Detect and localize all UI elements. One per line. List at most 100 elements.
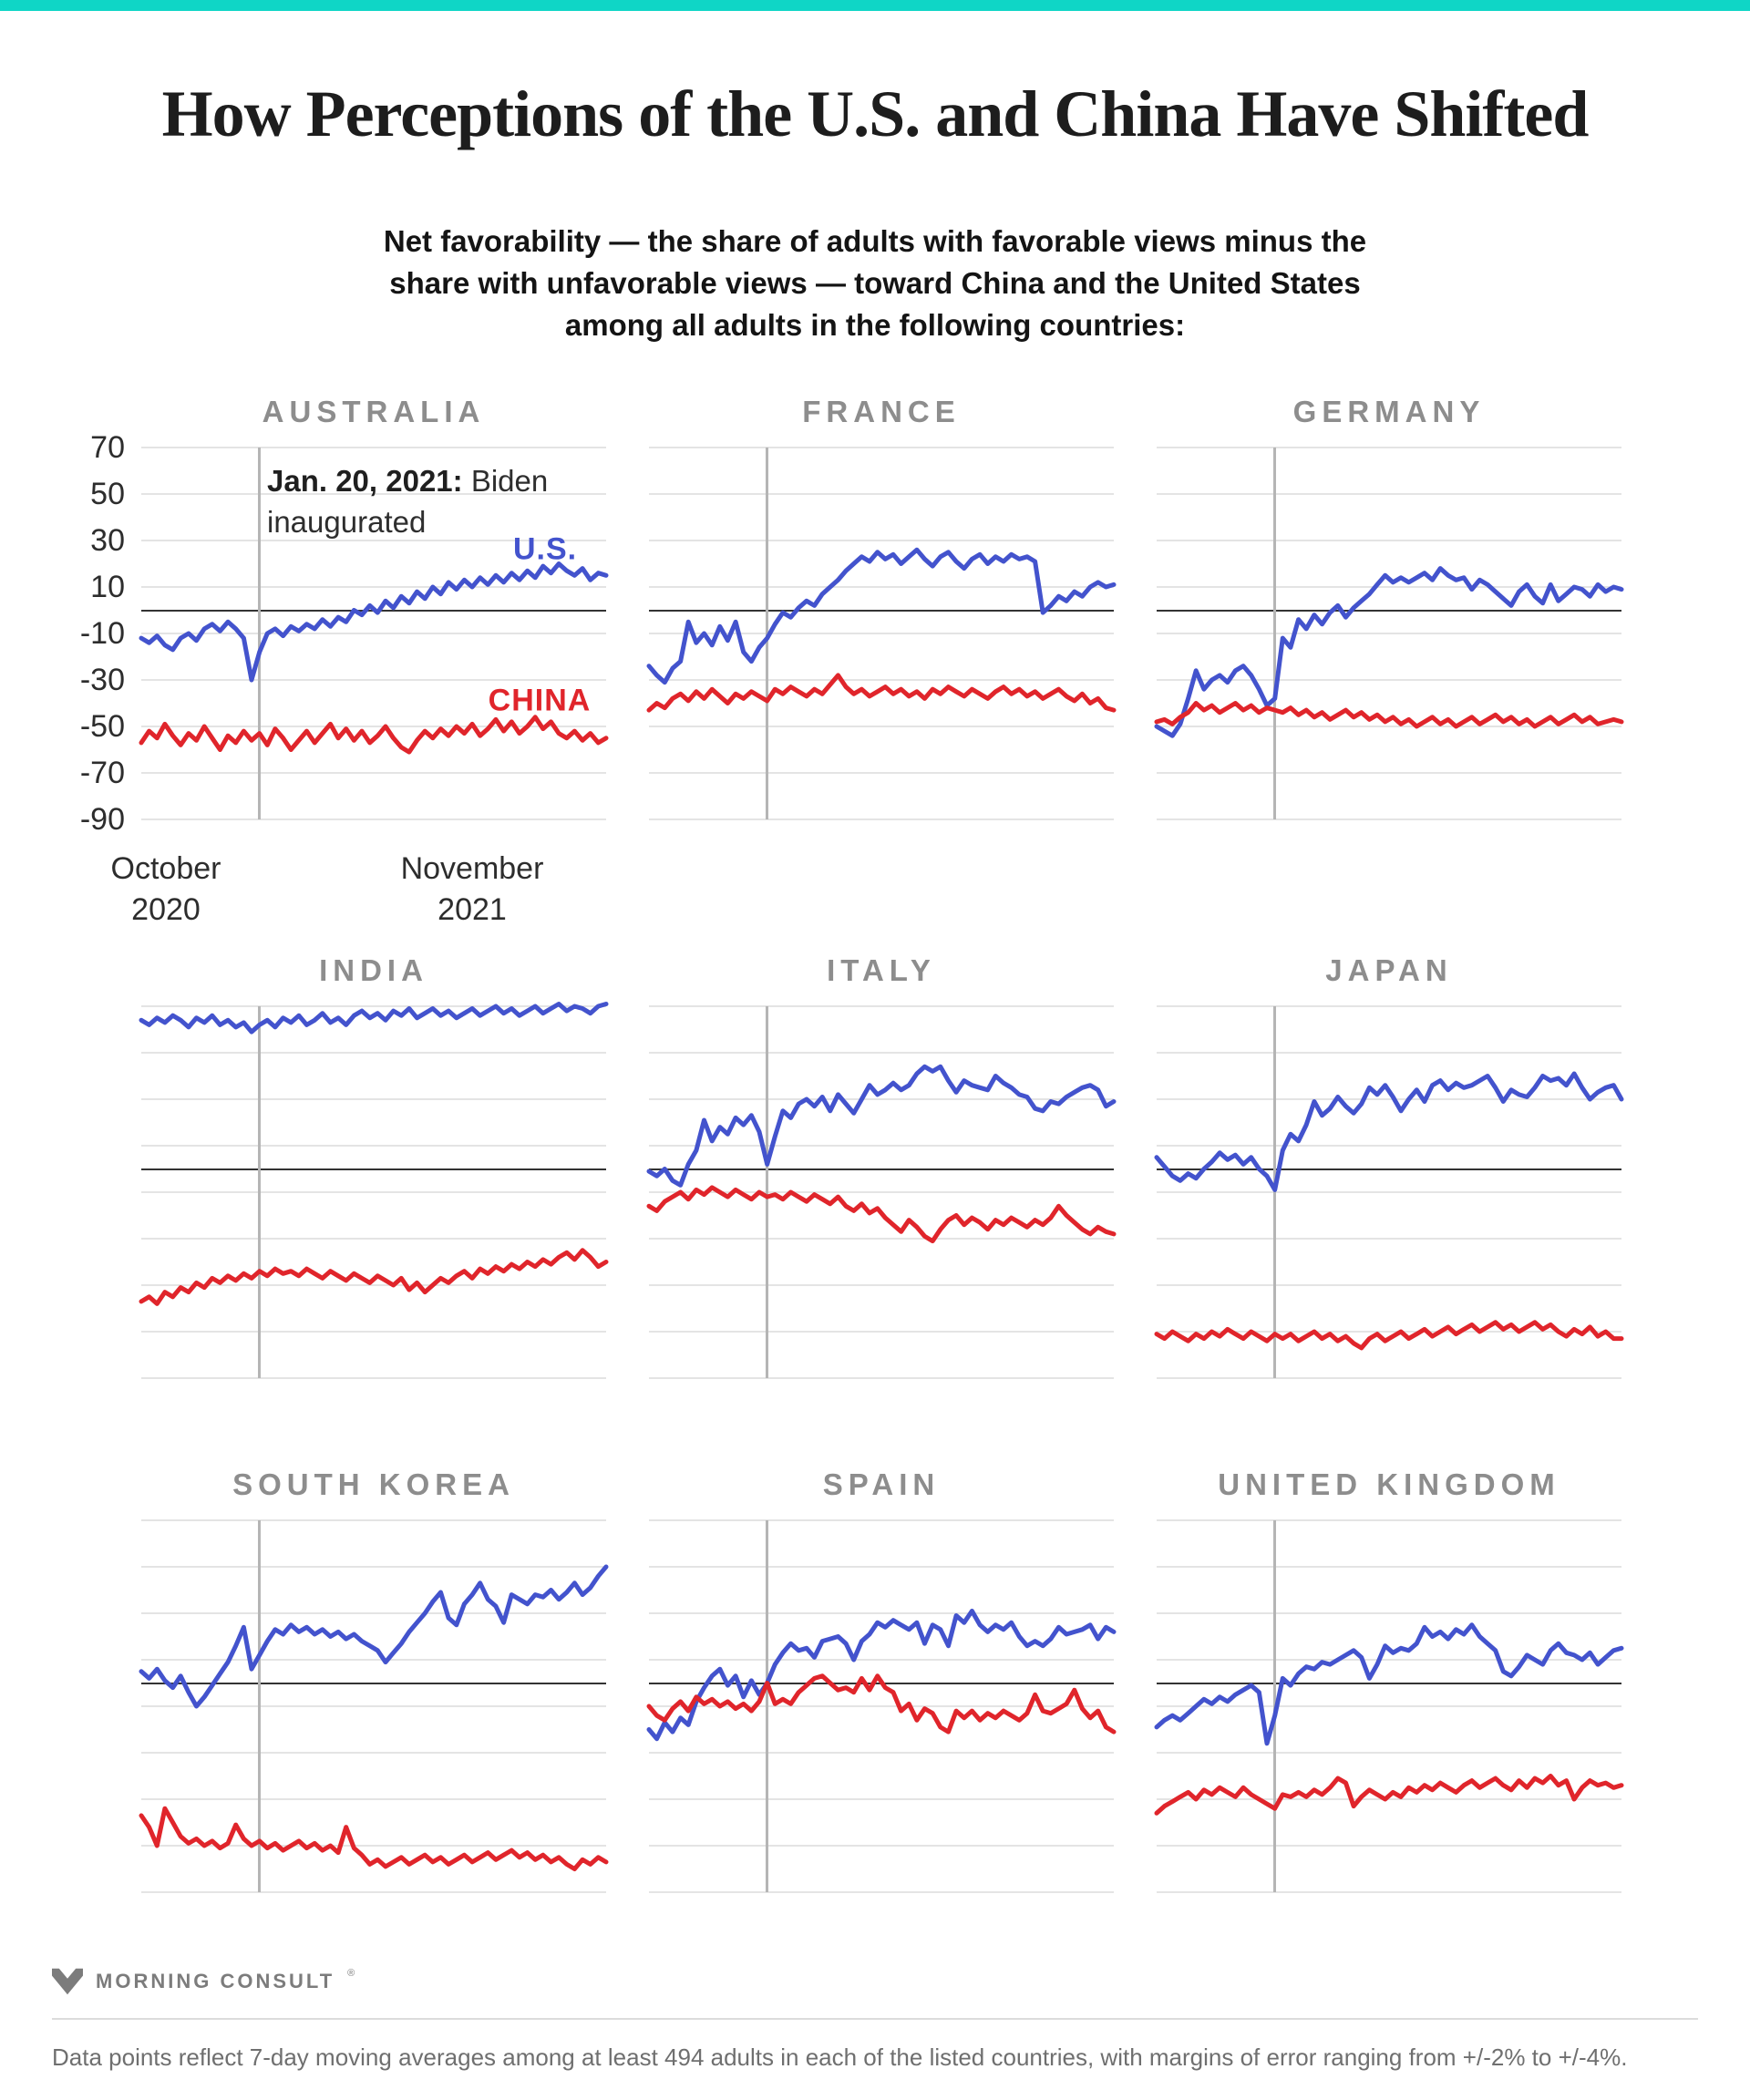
annotation-date: Jan. 20, 2021: — [267, 464, 463, 498]
gridline — [141, 1798, 606, 1800]
gridline — [649, 1612, 1114, 1614]
us-line — [139, 561, 609, 683]
inauguration-date-line — [257, 1520, 261, 1892]
gridline — [141, 540, 606, 541]
gridline — [649, 1845, 1114, 1847]
subtitle: Net favorability — the share of adults w… — [0, 221, 1750, 346]
plot-area — [139, 1519, 609, 1893]
x-end-year: 2021 — [438, 892, 507, 927]
gridline — [649, 1659, 1114, 1661]
china-line — [1154, 701, 1624, 729]
plot-area — [139, 1002, 609, 1379]
gridline — [141, 1659, 606, 1661]
japan-lines — [1154, 1071, 1624, 1351]
inauguration-date-line — [765, 1006, 768, 1378]
zero-baseline — [1157, 1682, 1621, 1684]
gridline — [141, 1566, 606, 1568]
gridline — [1157, 1238, 1621, 1240]
gridline — [1157, 1659, 1621, 1661]
top-accent-bar — [0, 0, 1750, 11]
gridline — [1157, 1566, 1621, 1568]
india-lines — [139, 1002, 609, 1306]
gridline — [141, 1284, 606, 1286]
chart-title-south-korea: SOUTH KOREA — [232, 1467, 515, 1501]
chart-india: INDIA — [139, 953, 609, 1379]
gridline — [649, 447, 1114, 448]
gridline — [141, 1331, 606, 1333]
china-line — [1154, 1774, 1624, 1816]
plot-area — [646, 1005, 1117, 1379]
gridline — [1157, 726, 1621, 727]
china-line — [646, 673, 1117, 713]
gridline — [1157, 493, 1621, 495]
china-line — [646, 1673, 1117, 1735]
gridline — [1157, 772, 1621, 774]
gridline — [1157, 1284, 1621, 1286]
gridline — [649, 1238, 1114, 1240]
chart-france: FRANCE — [646, 395, 1117, 820]
gridline — [141, 1238, 606, 1240]
subtitle-line-2: share with unfavorable views — toward Ch… — [389, 266, 1361, 300]
y-tick-label: 30 — [90, 523, 125, 558]
plot-area — [139, 447, 609, 820]
us-line — [646, 547, 1117, 685]
gridline — [1157, 1377, 1621, 1379]
x-start-month: October — [110, 851, 221, 886]
x-axis-label-end: November 2021 — [372, 849, 572, 931]
china-line — [646, 1185, 1117, 1244]
logo-trademark: ® — [347, 1968, 355, 1979]
chart-south-korea: SOUTH KOREA — [139, 1467, 609, 1893]
gridline — [649, 1519, 1114, 1521]
germany-lines — [1154, 566, 1624, 738]
gridline — [1157, 1519, 1621, 1521]
gridline — [1157, 1845, 1621, 1847]
y-tick-label: -70 — [79, 756, 125, 790]
footnote: Data points reflect 7-day moving average… — [52, 2043, 1628, 2071]
us-line — [646, 1609, 1117, 1742]
gridline — [141, 726, 606, 727]
subtitle-line-1: Net favorability — the share of adults w… — [383, 224, 1367, 258]
inauguration-date-line — [765, 448, 768, 819]
zero-baseline — [141, 1168, 606, 1170]
y-tick-label: -30 — [79, 663, 125, 697]
subtitle-line-3: among all adults in the following countr… — [564, 308, 1186, 342]
gridline — [141, 1705, 606, 1707]
gridline — [141, 1098, 606, 1100]
zero-baseline — [1157, 609, 1621, 612]
inauguration-date-line — [257, 448, 261, 819]
gridline — [649, 1798, 1114, 1800]
gridline — [141, 1145, 606, 1147]
gridline — [141, 772, 606, 774]
gridline — [141, 1752, 606, 1754]
y-tick-label: -50 — [79, 709, 125, 744]
gridline — [1157, 1191, 1621, 1193]
gridline — [1157, 1891, 1621, 1893]
x-axis-label-start: October 2020 — [66, 849, 266, 931]
inauguration-annotation: Jan. 20, 2021: Biden inaugurated — [267, 460, 559, 542]
gridline — [1157, 1005, 1621, 1007]
gridline — [649, 1052, 1114, 1054]
us-line — [1154, 1071, 1624, 1192]
spain-lines — [646, 1609, 1117, 1742]
china-line — [1154, 1320, 1624, 1351]
south-korea-lines — [139, 1564, 609, 1871]
gridline — [141, 1377, 606, 1379]
inauguration-date-line — [1272, 448, 1276, 819]
gridline — [1157, 1798, 1621, 1800]
gridline — [649, 493, 1114, 495]
gridline — [649, 772, 1114, 774]
gridline — [649, 1191, 1114, 1193]
chart-title-france: FRANCE — [802, 395, 961, 428]
chart-title-italy: ITALY — [827, 953, 936, 987]
gridline — [649, 1377, 1114, 1379]
gridline — [649, 1705, 1114, 1707]
gridline — [649, 1752, 1114, 1754]
plot-area — [1154, 1005, 1624, 1379]
us-line — [646, 1064, 1117, 1188]
morning-consult-mark-icon — [52, 1968, 83, 1995]
page-title: How Perceptions of the U.S. and China Ha… — [161, 77, 1590, 150]
gridline — [1157, 818, 1621, 820]
gridline — [1157, 1098, 1621, 1100]
gridline — [1157, 1331, 1621, 1333]
